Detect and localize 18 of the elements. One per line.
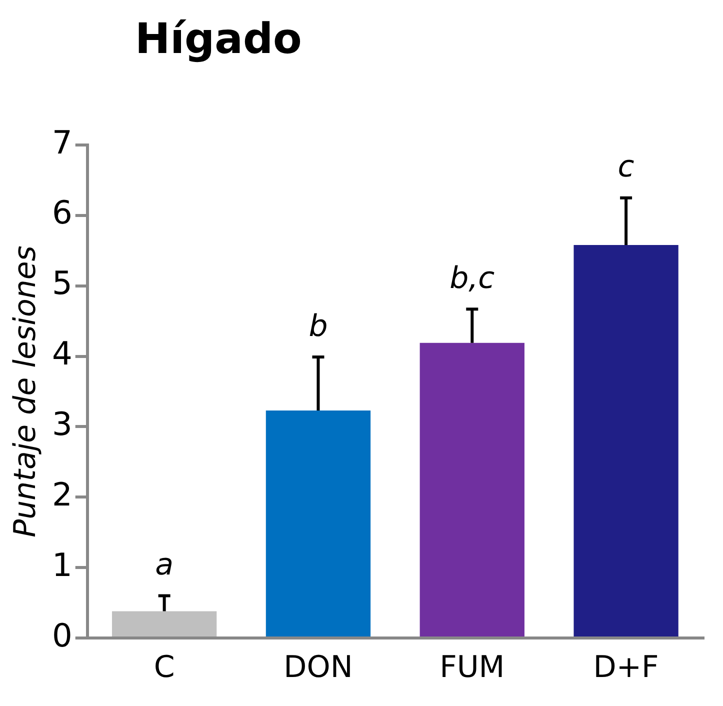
y-tick-label: 7	[52, 123, 72, 162]
x-tick-label: D+F	[593, 650, 659, 685]
y-tick-label: 4	[52, 334, 72, 373]
y-tick-label: 1	[52, 546, 72, 584]
annotation: b,c	[450, 260, 496, 296]
y-axis-title: Puntaje de lesiones	[8, 246, 43, 538]
y-tick-label: 0	[52, 616, 72, 654]
x-tick-label: FUM	[440, 650, 505, 685]
annotation: a	[155, 548, 174, 583]
annotation: c	[618, 150, 635, 185]
x-tick-label: DON	[284, 650, 353, 685]
x-tick-label: C	[154, 650, 175, 685]
annotation: b	[308, 308, 328, 344]
y-tick-label: 3	[52, 405, 72, 444]
y-tick-label: 5	[52, 264, 72, 302]
y-tick-label: 2	[52, 475, 72, 514]
chart-title: Hígado	[135, 14, 302, 63]
y-tick-label: 6	[52, 194, 72, 232]
